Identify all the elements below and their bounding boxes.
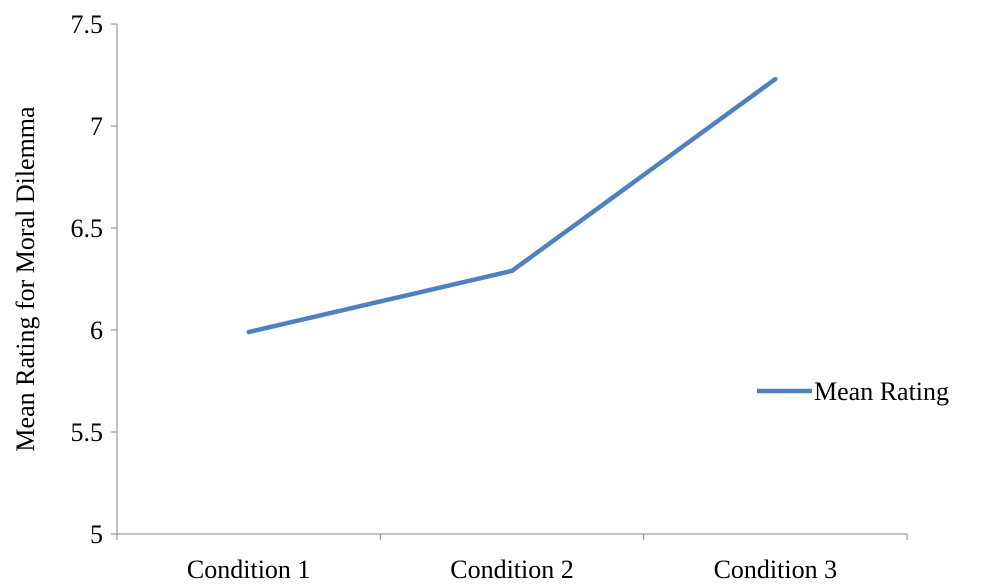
y-tick-label: 6.5 <box>71 214 104 243</box>
x-axis-ticks: Condition 1 Condition 2 Condition 3 <box>116 534 908 584</box>
y-tick-label: 5.5 <box>71 418 104 447</box>
x-category-label: Condition 1 <box>187 555 311 584</box>
y-tick-label: 7 <box>90 112 103 141</box>
legend: Mean Rating <box>757 377 949 406</box>
y-axis-ticks: 5 5.5 6 6.5 7 7.5 <box>71 10 117 549</box>
series-layer <box>246 76 778 335</box>
series-line-mean-rating <box>246 76 778 335</box>
y-axis-title: Mean Rating for Moral Dilemma <box>11 106 40 452</box>
y-tick-label: 6 <box>90 316 103 345</box>
x-category-label: Condition 2 <box>450 555 574 584</box>
x-category-label: Condition 3 <box>714 555 838 584</box>
legend-label-mean-rating: Mean Rating <box>814 377 949 406</box>
y-tick-label: 7.5 <box>71 10 104 39</box>
y-tick-label: 5 <box>90 520 103 549</box>
